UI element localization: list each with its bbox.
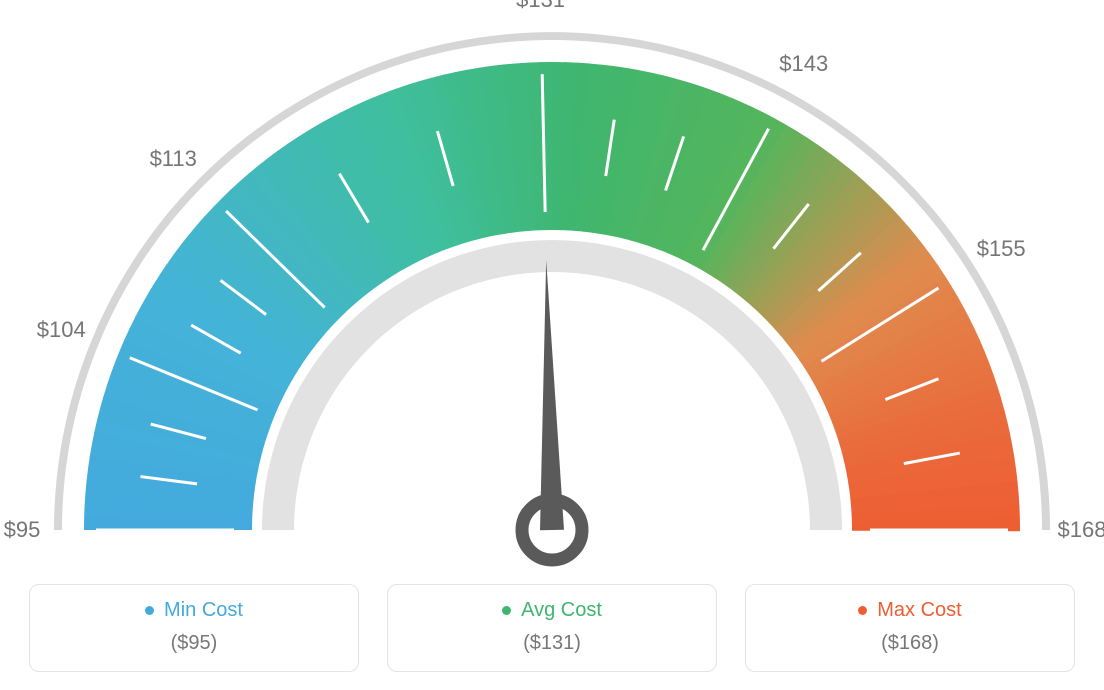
gauge-tick-label: $95 — [4, 517, 41, 543]
legend-value-avg: ($131) — [398, 632, 706, 655]
legend-title-avg: Avg Cost — [502, 599, 602, 622]
gauge-svg — [32, 10, 1072, 570]
legend-dot-avg — [502, 606, 511, 615]
legend-dot-max — [858, 606, 867, 615]
legend-card-max: Max Cost ($168) — [745, 584, 1075, 672]
gauge-tick-label: $168 — [1058, 517, 1104, 543]
legend-label-avg: Avg Cost — [521, 599, 602, 622]
legend-row: Min Cost ($95) Avg Cost ($131) Max Cost … — [0, 584, 1104, 672]
legend-label-min: Min Cost — [164, 599, 243, 622]
legend-dot-min — [145, 606, 154, 615]
gauge-tick-label: $143 — [779, 51, 828, 77]
legend-label-max: Max Cost — [877, 599, 961, 622]
legend-title-max: Max Cost — [858, 599, 961, 622]
legend-value-max: ($168) — [756, 632, 1064, 655]
gauge-tick-label: $113 — [150, 146, 197, 172]
legend-value-min: ($95) — [40, 632, 348, 655]
gauge-tick-label: $104 — [37, 317, 86, 343]
legend-card-min: Min Cost ($95) — [29, 584, 359, 672]
legend-card-avg: Avg Cost ($131) — [387, 584, 717, 672]
gauge-tick-label: $131 — [516, 0, 565, 13]
gauge-tick-label: $155 — [977, 236, 1026, 262]
legend-title-min: Min Cost — [145, 599, 243, 622]
cost-gauge: $95$104$113$131$143$155$168 — [32, 10, 1072, 570]
